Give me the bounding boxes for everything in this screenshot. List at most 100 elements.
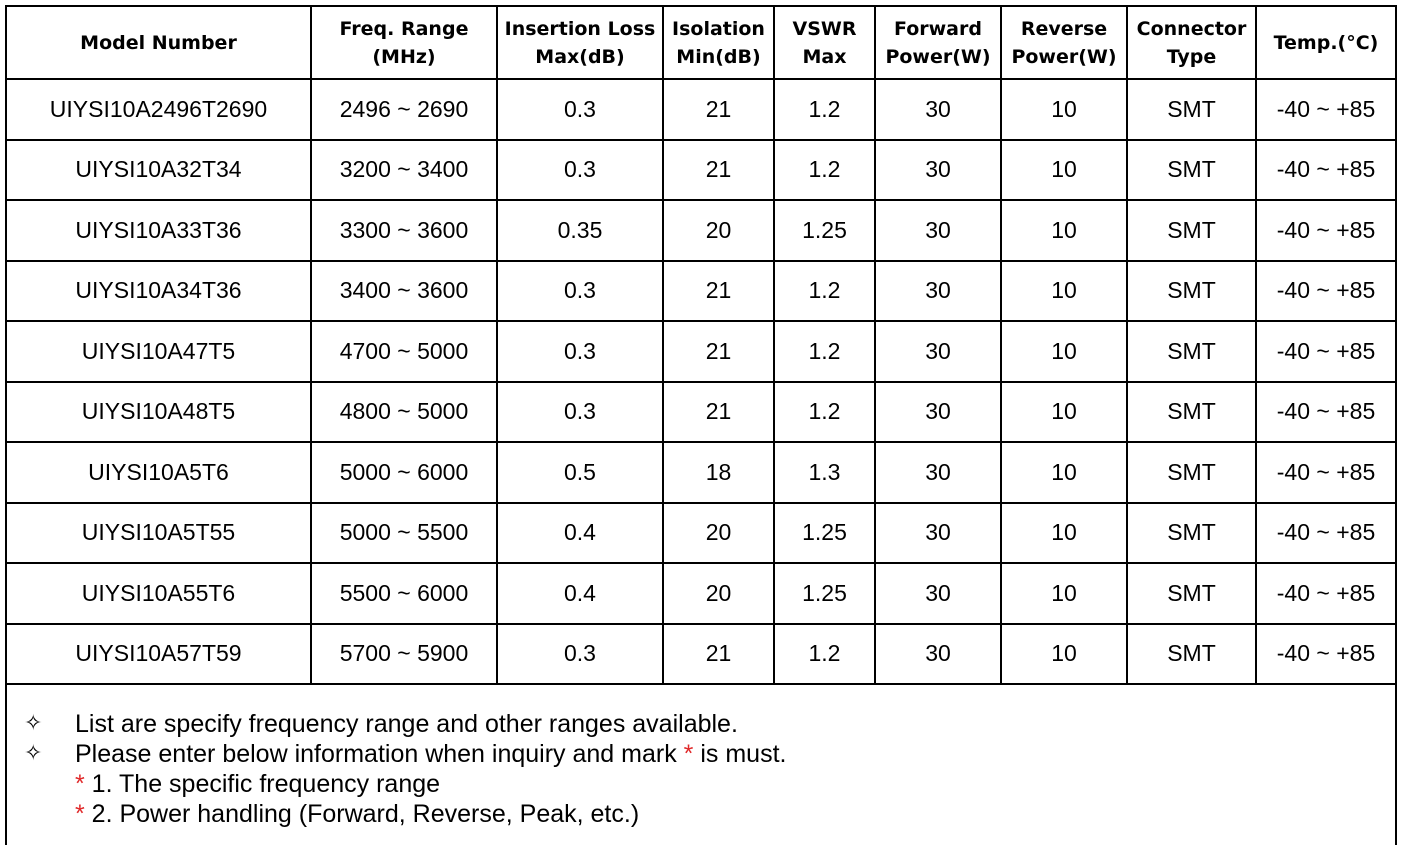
cell-reverse-power: 10 — [1000, 562, 1128, 625]
cell-vswr: 1.2 — [773, 138, 876, 201]
cell-freq-range: 4700 ~ 5000 — [310, 320, 498, 383]
table-row: UIYSI10A32T34 3200 ~ 3400 0.3 21 1.2 30 10 SMT -… — [7, 138, 1395, 201]
cell-freq-range: 5000 ~ 6000 — [310, 441, 498, 504]
cell-reverse-power: 10 — [1000, 441, 1128, 504]
cell-model-number: UIYSI10A57T59 — [7, 622, 312, 685]
header-reverse-power: Reverse Power(W) — [1000, 7, 1128, 80]
cell-vswr: 1.25 — [773, 562, 876, 625]
header-insertion-loss: Insertion Loss Max(dB) — [496, 7, 664, 80]
cell-isolation: 21 — [662, 380, 775, 443]
cell-isolation: 21 — [662, 622, 775, 685]
table-row: UIYSI10A57T59 5700 ~ 5900 0.3 21 1.2 30 10 SMT -… — [7, 622, 1395, 685]
header-connector-type: Connector Type — [1126, 7, 1257, 80]
note-text-2: Please enter below information when inqu… — [75, 740, 787, 768]
table-row: UIYSI10A47T5 4700 ~ 5000 0.3 21 1.2 30 10 SMT -4… — [7, 320, 1395, 383]
cell-vswr: 1.2 — [773, 320, 876, 383]
note-item-2: * 2. Power handling (Forward, Reverse, P… — [75, 800, 640, 828]
cell-insertion-loss: 0.3 — [496, 138, 664, 201]
note-text-1: List are specify frequency range and oth… — [75, 710, 738, 738]
cell-freq-range: 4800 ~ 5000 — [310, 380, 498, 443]
table-row: UIYSI10A34T36 3400 ~ 3600 0.3 21 1.2 30 10 SMT -… — [7, 259, 1395, 322]
cell-model-number: UIYSI10A48T5 — [7, 380, 312, 443]
cell-reverse-power: 10 — [1000, 380, 1128, 443]
table-body: UIYSI10A2496T2690 2496 ~ 2690 0.3 21 1.2 30 10… — [7, 78, 1395, 685]
cell-vswr: 1.25 — [773, 501, 876, 564]
cell-insertion-loss: 0.5 — [496, 441, 664, 504]
cell-freq-range: 3400 ~ 3600 — [310, 259, 498, 322]
cell-vswr: 1.3 — [773, 441, 876, 504]
spec-sheet: Model Number Freq. Range (MHz) Insertion … — [5, 5, 1397, 845]
cell-insertion-loss: 0.3 — [496, 622, 664, 685]
cell-temp: -40 ~ +85 — [1255, 380, 1395, 443]
cell-vswr: 1.25 — [773, 199, 876, 262]
cell-connector-type: SMT — [1126, 320, 1257, 383]
cell-temp: -40 ~ +85 — [1255, 441, 1395, 504]
cell-vswr: 1.2 — [773, 622, 876, 685]
diamond-star-icon: ✧ — [24, 741, 43, 766]
cell-vswr: 1.2 — [773, 259, 876, 322]
cell-insertion-loss: 0.4 — [496, 562, 664, 625]
cell-model-number: UIYSI10A32T34 — [7, 138, 312, 201]
header-freq-range: Freq. Range (MHz) — [310, 7, 498, 80]
cell-connector-type: SMT — [1126, 259, 1257, 322]
cell-freq-range: 5000 ~ 5500 — [310, 501, 498, 564]
cell-vswr: 1.2 — [773, 380, 876, 443]
cell-temp: -40 ~ +85 — [1255, 138, 1395, 201]
cell-insertion-loss: 0.35 — [496, 199, 664, 262]
cell-model-number: UIYSI10A5T55 — [7, 501, 312, 564]
cell-insertion-loss: 0.3 — [496, 259, 664, 322]
cell-reverse-power: 10 — [1000, 199, 1128, 262]
cell-model-number: UIYSI10A33T36 — [7, 199, 312, 262]
table-row: UIYSI10A33T36 3300 ~ 3600 0.35 20 1.25 30 10 SM… — [7, 199, 1395, 262]
required-star: * — [75, 770, 85, 798]
cell-temp: -40 ~ +85 — [1255, 78, 1395, 141]
cell-connector-type: SMT — [1126, 622, 1257, 685]
cell-freq-range: 5700 ~ 5900 — [310, 622, 498, 685]
cell-isolation: 21 — [662, 259, 775, 322]
cell-freq-range: 3300 ~ 3600 — [310, 199, 498, 262]
table-row: UIYSI10A55T6 5500 ~ 6000 0.4 20 1.25 30 10 SMT -… — [7, 562, 1395, 625]
cell-insertion-loss: 0.3 — [496, 380, 664, 443]
cell-reverse-power: 10 — [1000, 501, 1128, 564]
cell-reverse-power: 10 — [1000, 138, 1128, 201]
cell-temp: -40 ~ +85 — [1255, 501, 1395, 564]
cell-forward-power: 30 — [874, 138, 1002, 201]
cell-forward-power: 30 — [874, 320, 1002, 383]
header-temp: Temp.(°C) — [1255, 7, 1395, 80]
header-row: Model Number Freq. Range (MHz) Insertion … — [7, 7, 1395, 80]
header-isolation: Isolation Min(dB) — [662, 7, 775, 80]
cell-freq-range: 2496 ~ 2690 — [310, 78, 498, 141]
cell-temp: -40 ~ +85 — [1255, 199, 1395, 262]
cell-isolation: 20 — [662, 199, 775, 262]
cell-model-number: UIYSI10A47T5 — [7, 320, 312, 383]
cell-reverse-power: 10 — [1000, 78, 1128, 141]
cell-vswr: 1.2 — [773, 78, 876, 141]
cell-model-number: UIYSI10A2496T2690 — [7, 78, 312, 141]
required-star: * — [75, 800, 85, 828]
cell-temp: -40 ~ +85 — [1255, 622, 1395, 685]
cell-forward-power: 30 — [874, 78, 1002, 141]
cell-connector-type: SMT — [1126, 199, 1257, 262]
spec-table: Model Number Freq. Range (MHz) Insertion … — [7, 7, 1395, 685]
cell-connector-type: SMT — [1126, 501, 1257, 564]
cell-forward-power: 30 — [874, 380, 1002, 443]
header-forward-power: Forward Power(W) — [874, 7, 1002, 80]
cell-temp: -40 ~ +85 — [1255, 259, 1395, 322]
required-star: * — [683, 740, 694, 768]
table-row: UIYSI10A2496T2690 2496 ~ 2690 0.3 21 1.2 30 10… — [7, 78, 1395, 141]
cell-connector-type: SMT — [1126, 441, 1257, 504]
cell-temp: -40 ~ +85 — [1255, 320, 1395, 383]
cell-model-number: UIYSI10A5T6 — [7, 441, 312, 504]
cell-forward-power: 30 — [874, 501, 1002, 564]
cell-forward-power: 30 — [874, 441, 1002, 504]
diamond-star-icon: ✧ — [24, 711, 43, 736]
cell-connector-type: SMT — [1126, 380, 1257, 443]
cell-isolation: 21 — [662, 320, 775, 383]
cell-reverse-power: 10 — [1000, 259, 1128, 322]
note-item-1: * 1. The specific frequency range — [75, 770, 441, 798]
cell-model-number: UIYSI10A55T6 — [7, 562, 312, 625]
cell-model-number: UIYSI10A34T36 — [7, 259, 312, 322]
cell-reverse-power: 10 — [1000, 320, 1128, 383]
cell-isolation: 18 — [662, 441, 775, 504]
cell-freq-range: 3200 ~ 3400 — [310, 138, 498, 201]
